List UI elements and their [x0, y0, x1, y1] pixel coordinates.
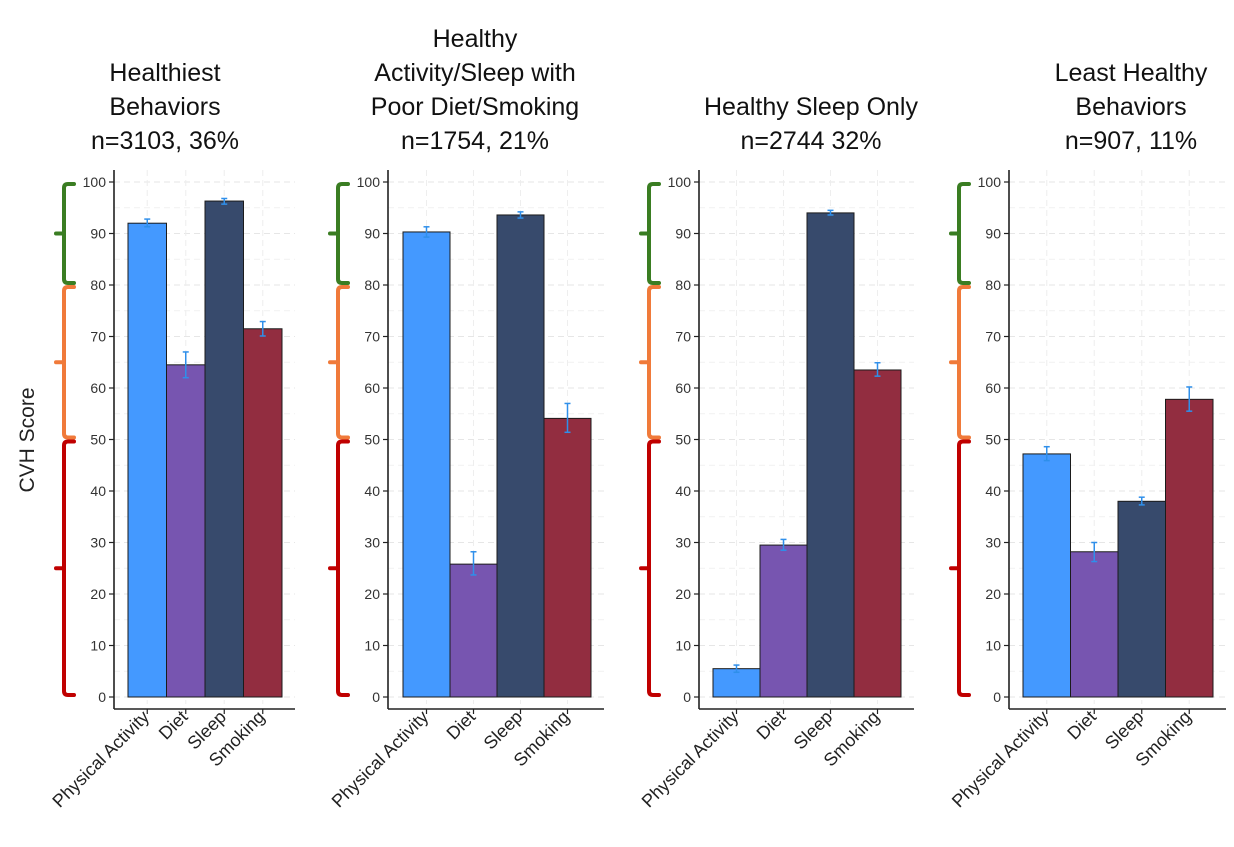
- y-tick-label: 10: [90, 638, 106, 654]
- panel-title-1: Healthiest Behaviors n=3103, 36%: [15, 8, 315, 158]
- panel-title-3: Healthy Sleep Only n=2744 32%: [661, 8, 961, 158]
- y-tick-label: 0: [98, 689, 106, 705]
- bar-physical-activity: [402, 231, 451, 698]
- y-tick-label: 100: [357, 174, 381, 190]
- panel-title-line: n=2744 32%: [740, 127, 882, 155]
- panel-title-line: Least Healthy: [1054, 59, 1208, 87]
- y-tick-label: 30: [985, 535, 1001, 551]
- panel-title-2: Healthy Activity/Sleep with Poor Diet/Smok…: [325, 8, 625, 158]
- panel-title-line: Healthiest: [109, 59, 221, 87]
- y-tick-label: 20: [675, 586, 691, 602]
- bar-sleep: [1117, 500, 1166, 698]
- y-tick-label: 10: [675, 638, 691, 654]
- y-tick-label: 50: [985, 432, 1001, 448]
- y-tick-label: 100: [668, 174, 692, 190]
- y-tick-label: 20: [985, 586, 1001, 602]
- y-tick-label: 40: [364, 483, 380, 499]
- bar-diet: [1070, 551, 1119, 698]
- bar-physical-activity: [127, 222, 167, 698]
- y-tick-label: 70: [364, 329, 380, 345]
- panel-title-line: Healthy: [432, 25, 518, 53]
- bar-smoking: [243, 328, 283, 698]
- y-tick-label: 30: [90, 535, 106, 551]
- bar-diet: [166, 364, 206, 698]
- panel-title-line: n=907, 11%: [1064, 127, 1198, 155]
- bar-sleep: [496, 214, 545, 698]
- bar-smoking: [543, 417, 592, 698]
- y-tick-label: 50: [675, 432, 691, 448]
- panel-title-line: Behaviors: [109, 93, 221, 121]
- panel-title-line: Healthy Sleep Only: [703, 93, 918, 121]
- y-tick-label: 100: [83, 174, 107, 190]
- y-tick-label: 60: [675, 380, 691, 396]
- y-tick-label: 60: [90, 380, 106, 396]
- y-tick-label: 10: [364, 638, 380, 654]
- bar-diet: [759, 544, 808, 698]
- y-tick-label: 30: [364, 535, 380, 551]
- panel-title-line: Poor Diet/Smoking: [370, 93, 580, 121]
- x-tick-label: Physical Activity: [328, 707, 433, 812]
- x-tick-label: Physical Activity: [638, 707, 743, 812]
- y-tick-label: 60: [985, 380, 1001, 396]
- y-tick-label: 70: [675, 329, 691, 345]
- panel-title-line: n=3103, 36%: [90, 127, 240, 155]
- bar-smoking: [853, 369, 902, 698]
- y-tick-label: 60: [364, 380, 380, 396]
- y-tick-label: 50: [90, 432, 106, 448]
- y-tick-label: 70: [90, 329, 106, 345]
- y-tick-label: 100: [978, 174, 1002, 190]
- y-tick-label: 90: [985, 226, 1001, 242]
- y-tick-label: 20: [90, 586, 106, 602]
- y-tick-label: 90: [364, 226, 380, 242]
- bar-physical-activity: [1022, 453, 1071, 698]
- y-tick-label: 40: [675, 483, 691, 499]
- y-tick-label: 70: [985, 329, 1001, 345]
- y-tick-label: 0: [683, 689, 691, 705]
- y-tick-label: 0: [372, 689, 380, 705]
- y-tick-label: 90: [675, 226, 691, 242]
- y-tick-label: 40: [985, 483, 1001, 499]
- y-tick-label: 80: [90, 277, 106, 293]
- bar-sleep: [806, 212, 855, 698]
- panel-title-4: Least Healthy Behaviors n=907, 11%: [981, 8, 1234, 158]
- y-tick-label: 80: [985, 277, 1001, 293]
- panel-title-line: Behaviors: [1075, 93, 1187, 121]
- y-tick-label: 50: [364, 432, 380, 448]
- x-tick-label: Physical Activity: [48, 707, 153, 812]
- y-tick-label: 30: [675, 535, 691, 551]
- y-tick-label: 0: [993, 689, 1001, 705]
- bar-smoking: [1165, 398, 1214, 698]
- bar-sleep: [204, 200, 244, 698]
- y-tick-label: 10: [985, 638, 1001, 654]
- panel-title-line: n=1754, 21%: [400, 127, 550, 155]
- bar-physical-activity: [712, 668, 761, 698]
- y-tick-label: 40: [90, 483, 106, 499]
- x-tick-label: Physical Activity: [948, 707, 1053, 812]
- y-tick-label: 90: [90, 226, 106, 242]
- bar-diet: [449, 563, 498, 698]
- y-tick-label: 20: [364, 586, 380, 602]
- y-tick-label: 80: [675, 277, 691, 293]
- y-tick-label: 80: [364, 277, 380, 293]
- panel-title-line: Activity/Sleep with: [374, 59, 576, 87]
